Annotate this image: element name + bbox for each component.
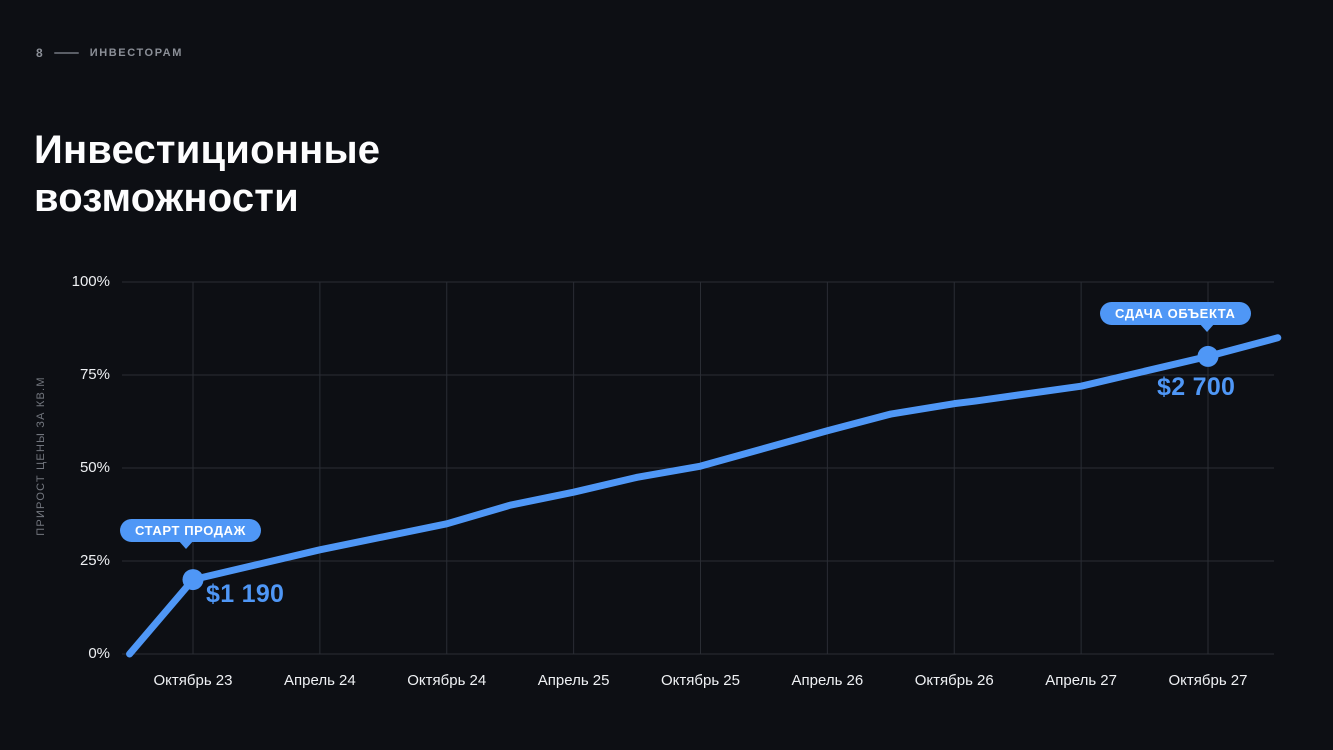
x-tick-label: Апрель 25 <box>537 672 610 689</box>
badge-label: СДАЧА ОБЪЕКТА <box>1115 306 1236 321</box>
data-point-marker <box>1197 345 1219 367</box>
price-growth-line <box>126 334 1282 658</box>
x-tick-label: Октябрь 24 <box>407 672 487 689</box>
header-dash-icon <box>53 52 79 54</box>
x-tick-label: Октябрь 27 <box>1168 672 1248 689</box>
y-tick-label: 100% <box>71 273 110 290</box>
y-tick-label: 75% <box>79 366 110 383</box>
horizontal-gridlines <box>122 281 1274 655</box>
data-point-markers <box>182 345 1219 591</box>
y-tick-label: 25% <box>79 552 110 569</box>
badge-label: СТАРТ ПРОДАЖ <box>135 523 247 538</box>
x-tick-label: Апрель 27 <box>1045 672 1117 689</box>
annotation-badge-handover: СДАЧА ОБЪЕКТА <box>1100 302 1251 332</box>
page-number: 8 <box>36 46 43 60</box>
data-point-marker <box>182 569 204 591</box>
annotation-badge-sales-start: СТАРТ ПРОДАЖ <box>120 519 262 549</box>
x-tick-label: Октябрь 25 <box>661 672 740 689</box>
x-tick-label: Октябрь 26 <box>914 672 994 689</box>
header: 8 ИНВЕСТОРАМ <box>36 46 183 60</box>
y-axis-title: ПРИРОСТ ЦЕНЫ ЗА КВ.М <box>35 376 47 536</box>
annotation-value-sales-start: $1 190 <box>206 580 285 608</box>
y-tick-label: 0% <box>88 645 110 662</box>
x-tick-label: Апрель 24 <box>284 672 356 689</box>
page-title: Инвестиционные возможности <box>34 128 381 220</box>
y-tick-label: 50% <box>79 459 110 476</box>
annotation-value-handover: $2 700 <box>1157 373 1236 401</box>
x-tick-label: Октябрь 23 <box>153 672 233 689</box>
x-tick-label: Апрель 26 <box>791 672 864 689</box>
section-label: ИНВЕСТОРАМ <box>89 47 183 59</box>
